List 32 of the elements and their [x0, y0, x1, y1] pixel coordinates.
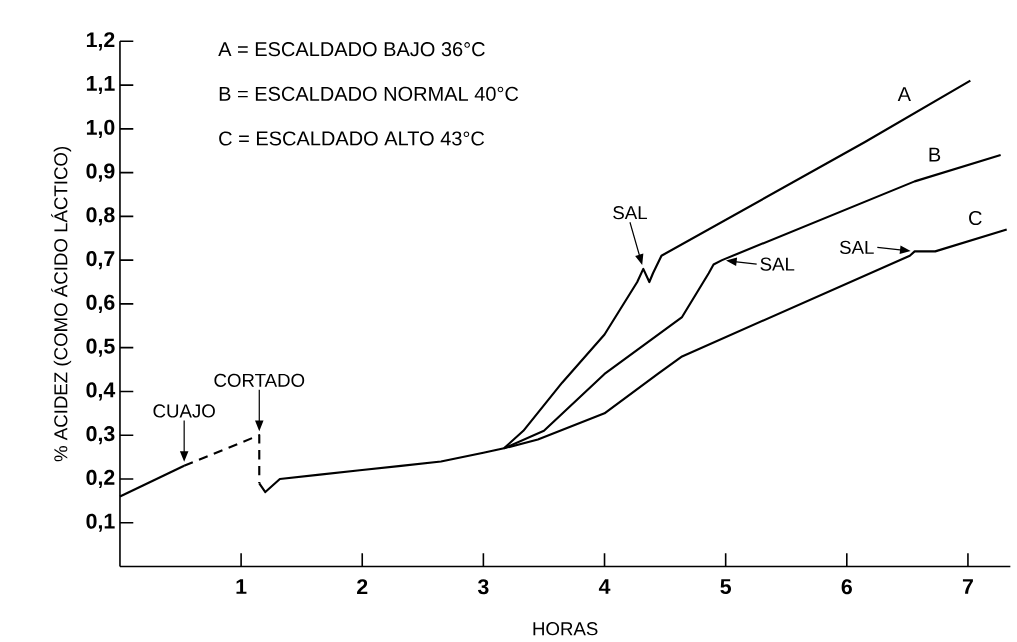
y-tick-label: 1,0	[86, 119, 115, 138]
x-axis-title: HORAS	[533, 621, 598, 636]
series-label: C	[969, 210, 982, 225]
y-tick-label: 0,5	[86, 338, 115, 357]
y-tick-label: 0,2	[86, 469, 115, 488]
annotation: A = ESCALDADO BAJO 36°C	[218, 41, 485, 57]
y-tick-label: 0,6	[86, 294, 115, 313]
annotation: SAL	[839, 240, 874, 254]
y-tick-label: 0,8	[86, 207, 115, 226]
y-tick-label: 1,2	[86, 32, 115, 51]
x-tick-label: 5	[720, 578, 731, 594]
series-label: B	[929, 147, 941, 162]
y-tick-label: 0,7	[86, 250, 115, 270]
y-tick-label: 0,3	[86, 425, 115, 445]
y-tick-label: 0,4	[86, 382, 116, 401]
annotation: C = ESCALDADO ALTO 43°C	[219, 131, 485, 146]
y-axis-title: % ACIDEZ (COMO ÁCIDO LÁCTICO)	[51, 146, 72, 462]
x-tick-label: 7	[962, 578, 973, 594]
x-tick-label: 4	[598, 578, 611, 594]
x-tick-label: 6	[841, 578, 852, 595]
y-tick-label: 0,1	[86, 513, 115, 532]
annotation: SAL	[613, 205, 647, 220]
annotation: SAL	[760, 257, 795, 271]
x-tick-label: 3	[477, 578, 489, 595]
x-tick-label: 1	[236, 578, 247, 594]
series-label: A	[897, 86, 911, 101]
annotation: B = ESCALDADO NORMAL 40°C	[219, 86, 519, 101]
y-tick-label: 0,9	[86, 163, 115, 182]
x-tick-label: 2	[357, 578, 368, 594]
y-tick-label: 1,1	[86, 75, 115, 94]
annotation: CORTADO	[214, 373, 305, 387]
annotation: CUAJO	[153, 404, 215, 418]
